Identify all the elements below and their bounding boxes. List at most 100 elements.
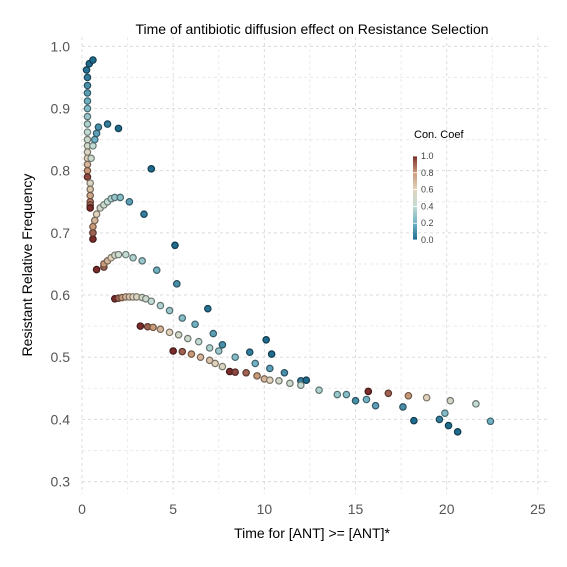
data-point: [404, 391, 413, 400]
grid-layer: [81, 37, 547, 494]
colorbar-tick-label: 0.8: [421, 168, 434, 178]
data-point: [280, 368, 289, 377]
data-point: [83, 166, 92, 175]
data-point: [92, 210, 101, 219]
data-point: [351, 396, 360, 405]
data-point: [486, 417, 495, 426]
data-point: [86, 185, 95, 194]
data-point: [83, 160, 92, 169]
data-point: [83, 89, 92, 97]
x-tick-label: 5: [169, 501, 177, 517]
data-point: [83, 135, 92, 144]
data-point: [218, 362, 227, 371]
data-point: [138, 257, 146, 265]
data-point: [89, 56, 97, 64]
data-point: [194, 337, 203, 346]
data-point: [149, 323, 157, 332]
y-tick-label: 0.8: [51, 163, 71, 179]
data-point: [444, 421, 453, 430]
data-point: [83, 148, 92, 156]
data-point: [90, 135, 99, 144]
y-tick-label: 1.0: [51, 38, 71, 54]
data-point: [147, 165, 156, 173]
data-point: [231, 353, 239, 362]
y-tick-label: 0.5: [51, 349, 71, 365]
data-point: [87, 154, 95, 163]
data-point: [136, 322, 145, 330]
data-point: [125, 197, 134, 206]
data-point: [83, 120, 92, 128]
data-point: [242, 368, 250, 377]
data-point: [196, 353, 205, 362]
legend-title: Con. Coef: [414, 129, 464, 141]
data-point: [205, 356, 214, 365]
data-point: [116, 193, 125, 202]
data-point: [410, 416, 418, 425]
y-axis-title: Resistant Relative Frequency: [19, 174, 35, 357]
data-point: [121, 250, 130, 259]
data-point: [218, 340, 227, 349]
data-point: [399, 403, 407, 411]
data-point: [103, 120, 112, 128]
data-point: [165, 328, 174, 337]
data-point: [422, 393, 431, 402]
data-point: [178, 314, 187, 322]
data-point: [83, 128, 92, 136]
data-point: [114, 250, 123, 259]
data-point: [267, 350, 276, 358]
data-point: [156, 301, 165, 310]
y-tick-label: 0.7: [51, 225, 71, 241]
data-point: [204, 304, 212, 313]
colorbar-tick-label: 1.0: [421, 151, 434, 161]
data-point: [147, 297, 156, 306]
data-point: [83, 112, 92, 121]
data-point: [90, 216, 99, 225]
data-point: [205, 344, 214, 352]
data-point: [174, 331, 183, 339]
data-point: [191, 320, 199, 329]
data-point: [114, 124, 123, 133]
data-point: [183, 334, 192, 343]
data-point: [315, 386, 323, 394]
data-point: [178, 347, 187, 356]
colorbar-tick-label: 0.4: [421, 201, 434, 211]
data-point: [472, 400, 480, 408]
data-point: [83, 104, 92, 113]
data-point: [173, 280, 181, 288]
data-point: [364, 387, 373, 396]
colorbar-tick-label: 0.2: [421, 218, 434, 228]
data-point: [140, 210, 148, 219]
data-point: [231, 368, 239, 376]
data-point: [453, 428, 462, 436]
colorbar-tick-label: 0.6: [421, 185, 434, 195]
data-point: [89, 229, 97, 237]
data-point: [446, 396, 455, 405]
data-point: [262, 336, 270, 344]
data-point: [169, 347, 177, 355]
data-point: [441, 409, 449, 417]
x-tick-label: 0: [78, 501, 86, 517]
data-points: [82, 56, 495, 436]
data-point: [83, 73, 92, 82]
x-tick-label: 10: [257, 501, 273, 517]
data-point: [266, 376, 274, 385]
data-point: [245, 348, 254, 357]
x-tick-label: 20: [439, 501, 455, 517]
data-point: [129, 253, 137, 262]
x-tick-label: 25: [530, 501, 546, 517]
data-point: [333, 390, 342, 399]
data-point: [156, 325, 165, 334]
x-tick-label: 15: [348, 501, 364, 517]
data-point: [187, 350, 196, 358]
colorbar-legend: Con. Coef 1.0 0.8 0.6 0.4 0.2 0.0: [413, 129, 464, 245]
data-point: [209, 329, 218, 338]
data-point: [371, 401, 380, 410]
y-tick-label: 0.9: [51, 101, 71, 117]
data-point: [83, 173, 92, 181]
y-tick-label: 0.4: [51, 411, 71, 427]
colorbar: [413, 156, 417, 240]
data-point: [82, 66, 91, 74]
data-point: [384, 389, 393, 398]
colorbar-ticks: 1.0 0.8 0.6 0.4 0.2 0.0: [413, 151, 434, 245]
